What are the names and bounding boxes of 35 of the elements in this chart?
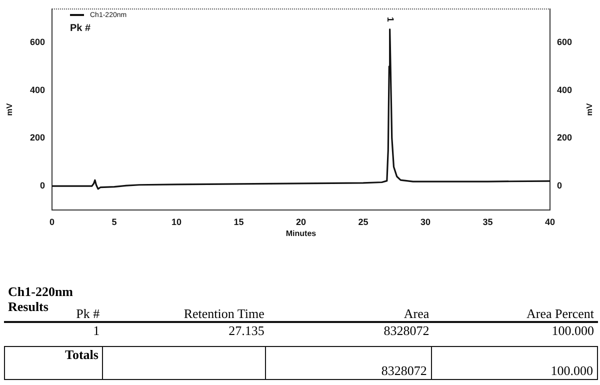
x-tick-label: 15 [234, 216, 244, 227]
y-tick-label: 400 [30, 84, 45, 95]
y-axis-title: mV [5, 102, 14, 116]
y2-tick-label: 600 [557, 36, 572, 47]
text: 100.000 [550, 323, 594, 339]
y2-tick-label: 0 [557, 180, 562, 191]
annotation: Pk # [70, 22, 92, 34]
text: 1 [92, 323, 100, 339]
text: Ch1-220nm [8, 284, 74, 299]
text: 27.135 [228, 323, 264, 339]
text: Results [8, 299, 50, 314]
y2-tick-label: 400 [557, 84, 572, 95]
x-tick-label: 10 [171, 216, 182, 227]
y-tick-label: 200 [30, 132, 45, 143]
text: 100.000 [550, 362, 594, 379]
x-tick-label: 0 [49, 216, 55, 227]
x-tick-label: 20 [296, 216, 306, 227]
x-tick-label: 35 [482, 216, 493, 227]
x-tick-label: 25 [358, 216, 368, 227]
y-tick-label: 600 [30, 36, 45, 47]
y2-axis-title: mV [585, 102, 594, 116]
x-axis-title: Minutes [286, 229, 317, 238]
annotation: 1 [385, 16, 396, 22]
text: Area [402, 306, 430, 321]
x-tick-label: 40 [544, 216, 556, 227]
x-tick-label: 30 [420, 216, 431, 227]
text: Area Percent [525, 306, 594, 321]
text: Pk # [76, 306, 100, 321]
text: 8328072 [266, 347, 432, 379]
text: Retention Time [182, 306, 264, 321]
text: Totals [5, 347, 104, 379]
y-tick-label: 0 [40, 180, 45, 191]
text: 8328072 [382, 323, 430, 339]
x-tick-label: 5 [112, 216, 117, 227]
y2-tick-label: 200 [557, 132, 572, 143]
